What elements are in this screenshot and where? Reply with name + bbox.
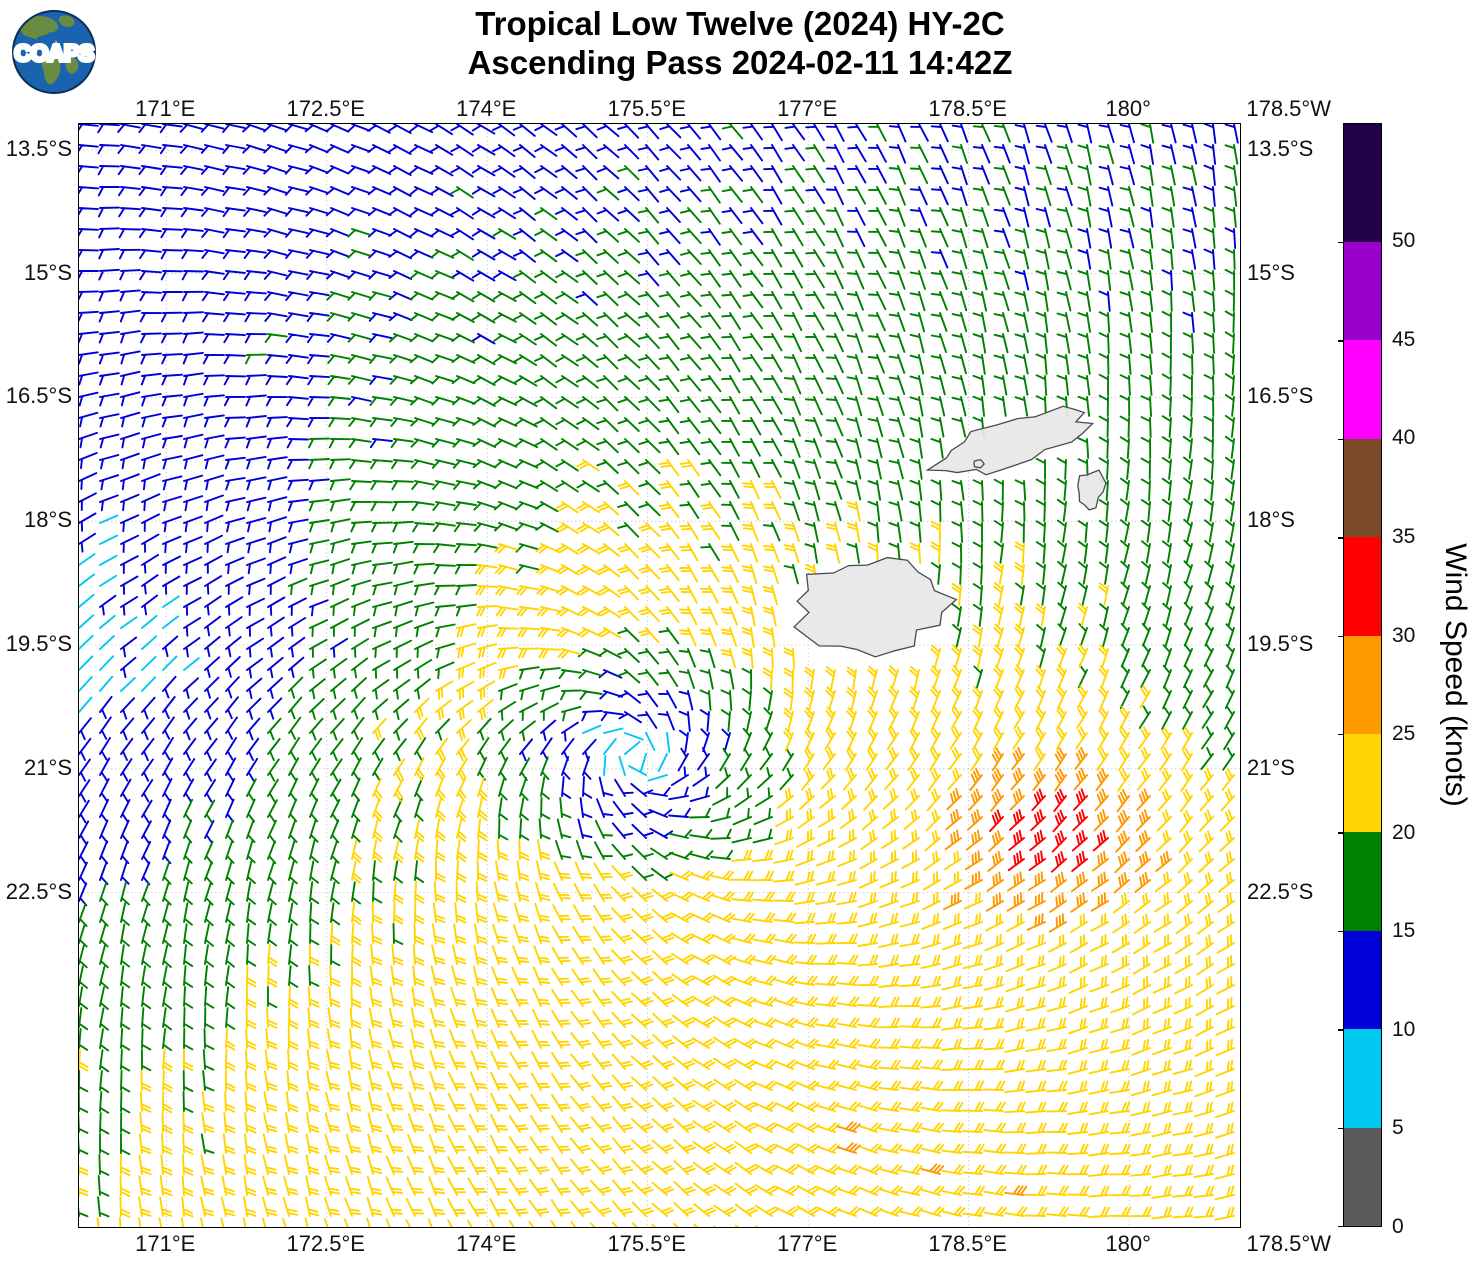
svg-text:COAPS: COAPS bbox=[14, 40, 93, 66]
